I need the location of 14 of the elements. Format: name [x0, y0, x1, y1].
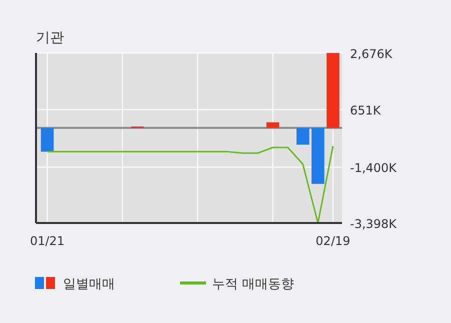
bar — [40, 128, 54, 152]
bar — [326, 53, 340, 128]
legend-label: 일별매매 — [63, 277, 115, 292]
legend-label: 누적 매매동향 — [212, 277, 294, 292]
chart-title: 기관 — [36, 30, 64, 46]
x-tick-label: 02/19 — [316, 234, 350, 248]
bar — [296, 128, 310, 145]
y-tick-label: -3,398K — [350, 217, 398, 231]
x-tick-label: 01/21 — [30, 234, 65, 248]
bar — [266, 122, 280, 128]
y-tick-label: -1,400K — [350, 161, 398, 176]
y-tick-label: 651K — [350, 104, 382, 118]
y-tick-label: 2,676K — [350, 47, 394, 61]
bar — [312, 128, 324, 184]
